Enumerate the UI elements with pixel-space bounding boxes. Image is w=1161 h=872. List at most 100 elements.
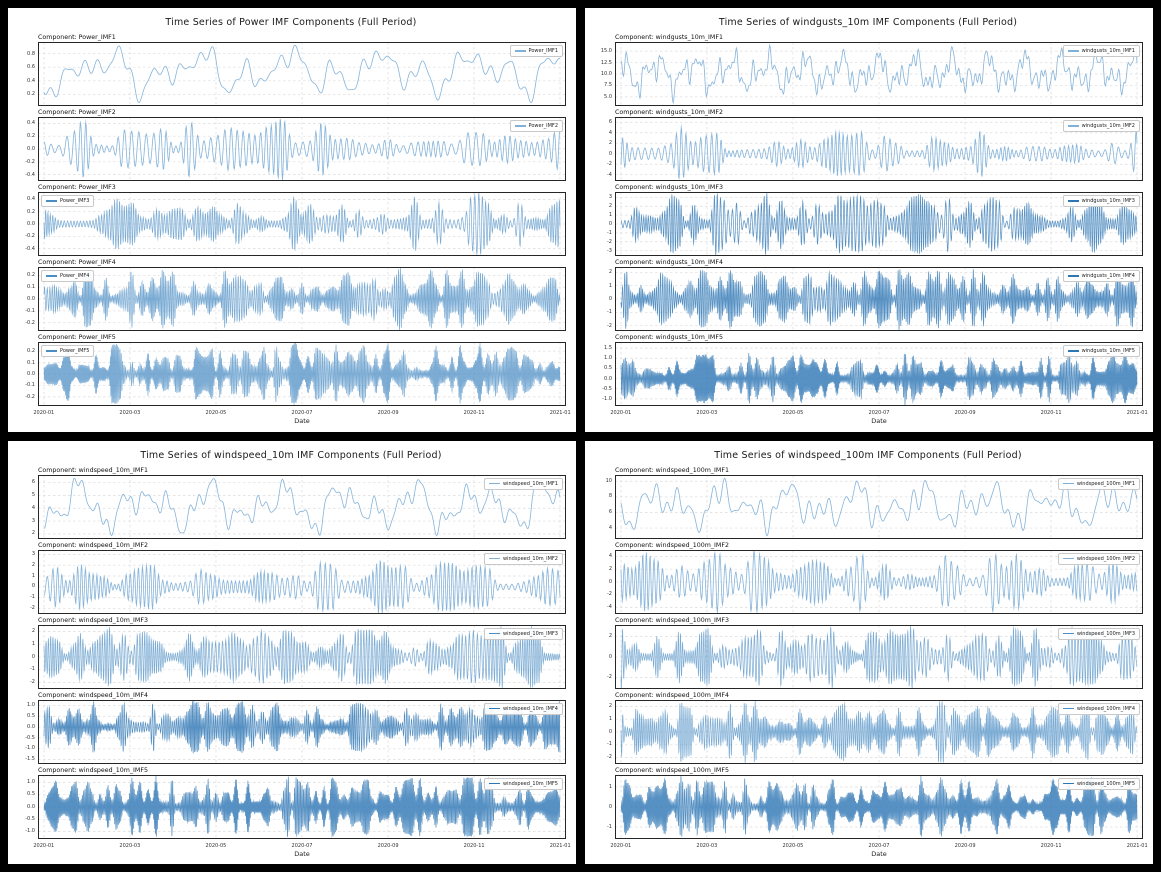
y-tick-label: 0.0 [27,723,35,730]
y-tick-label: 1.5 [604,345,612,352]
y-tick-label: 0.8 [27,50,35,57]
panel-windspeed-10m: Time Series of windspeed_10m IMF Compone… [8,440,576,864]
subplot-windgusts_10m_imf1: Component: windgusts_10m_IMF1 15.0 12.5 10.… [593,33,1143,106]
y-tick-label: -2 [607,238,612,245]
legend-line-sample [1067,350,1079,352]
plot-area: Power_IMF5 [38,342,566,406]
component-label: Component: windspeed_10m_IMF2 [38,541,148,549]
plot-area: windspeed_10m_IMF1 [38,474,566,539]
y-tick-label: 1 [608,212,612,219]
legend: windspeed_10m_IMF3 [483,627,563,640]
y-tick-label: 0.0 [27,803,35,810]
figure-title: Time Series of windspeed_10m IMF Compone… [140,449,442,461]
y-tick-label: 8 [608,493,612,500]
y-axis-tick-labels: 15.0 12.5 10.0 7.5 5.0 [593,42,615,106]
legend: windspeed_10m_IMF4 [483,702,563,715]
component-label: Component: windgusts_10m_IMF2 [615,109,723,116]
subplot-windspeed_100m_imf2: Component: windspeed_100m_IMF2 4 2 0 -2 -4 win… [593,541,1143,614]
x-tick-label: 2021-01 [1126,410,1148,416]
component-label: Component: windgusts_10m_IMF5 [615,334,723,341]
legend-label: windspeed_10m_IMF4 [502,705,558,712]
legend: windspeed_10m_IMF5 [483,777,563,790]
y-tick-label: -2 [30,605,35,612]
x-tick-label: 2020-01 [33,410,55,416]
y-tick-label: 0.5 [27,712,35,719]
legend-label: windgusts_10m_IMF3 [1081,198,1135,204]
x-tick-label: 2020-07 [291,842,313,849]
legend-line-sample [488,482,500,485]
y-tick-label: 0.0 [27,371,35,377]
subplots-windspeed-10m: Component: windspeed_10m_IMF1 6 5 4 3 2 windsp… [16,466,570,859]
y-tick-label: 0.2 [27,208,35,215]
imf-line-canvas [38,549,566,614]
y-axis-tick-labels: 2 1 0 -1 -2 [593,700,615,764]
legend: windspeed_100m_IMF4 [1057,702,1140,715]
imf-line-canvas [615,267,1143,331]
imf-line-canvas [38,267,566,331]
legend-line-sample [1062,707,1074,710]
plot-wrap: 1.5 1.0 0.5 0.0 -0.5 -1.0 windgusts_10m_IMF5 [593,342,1143,406]
plot-area: windgusts_10m_IMF3 [615,192,1143,256]
component-label: Component: windspeed_10m_IMF1 [38,466,148,474]
x-tick-label: 2020-03 [119,842,141,849]
y-tick-label: 2 [608,140,612,147]
x-tick-label: 2020-03 [696,410,718,416]
x-tick-label: 2020-11 [463,410,485,416]
y-tick-label: 3 [31,517,35,524]
x-tick-label: 2020-01 [33,842,55,849]
legend: Power_IMF5 [41,345,95,357]
y-tick-label: 2 [31,627,35,634]
y-tick-label: 0.2 [27,91,35,98]
y-tick-label: 2 [608,203,612,210]
y-tick-label: -0.5 [602,385,612,392]
figure-title: Time Series of windspeed_100m IMF Compon… [714,449,1022,461]
y-tick-label: -0.5 [25,815,35,822]
y-tick-label: -0.2 [25,393,35,400]
x-tick-label: 2020-01 [610,842,632,849]
y-axis-tick-labels: 2 1 0 -1 -2 [593,267,615,331]
subplot-windspeed_100m_imf5: Component: windspeed_100m_IMF5 1 0 -1 windsp… [593,766,1143,839]
imf-line-canvas [38,117,566,181]
legend-line-sample [1062,782,1074,785]
y-tick-label: -1 [607,229,612,236]
y-tick-label: -2 [607,161,612,168]
subplot-windspeed_100m_imf4: Component: windspeed_100m_IMF4 2 1 0 -1 -2 win… [593,691,1143,764]
x-tick-label: 2020-05 [205,410,227,416]
subplots-power: Component: Power_IMF1 0.8 0.6 0.4 0.2 Power_I… [16,33,570,426]
plot-wrap: 2 1 0 -1 -2 windspeed_10m_IMF3 [16,624,566,689]
plot-wrap: 6 5 4 3 2 windspeed_10m_IMF1 [16,474,566,539]
y-tick-label: 2 [31,530,35,537]
legend-label: windgusts_10m_IMF5 [1081,348,1135,354]
plot-area: windspeed_100m_IMF3 [615,624,1143,689]
y-tick-label: 0 [31,653,35,660]
imf-line-canvas [615,117,1143,181]
y-tick-label: 6 [31,479,35,486]
legend-line-sample [1067,275,1079,277]
y-tick-label: 0.1 [27,284,35,291]
panel-windgusts-10m: Time Series of windgusts_10m IMF Compone… [585,8,1153,432]
plot-area: Power_IMF1 [38,42,566,106]
plot-wrap: 0.8 0.6 0.4 0.2 Power_IMF1 [16,42,566,106]
y-tick-label: 2 [608,632,612,639]
plot-wrap: 1.0 0.5 0.0 -0.5 -1.0 windspeed_10m_IMF5 [16,774,566,839]
legend-label: Power_IMF1 [528,48,558,54]
y-tick-label: 6 [608,119,612,126]
legend-line-sample [514,50,526,52]
y-tick-label: 0 [608,221,612,227]
y-tick-label: 0.0 [604,375,612,382]
y-tick-label: 3 [608,194,612,201]
plot-area: windgusts_10m_IMF2 [615,117,1143,181]
component-label: Component: windspeed_100m_IMF2 [615,541,729,549]
y-tick-label: 0 [608,653,612,660]
plot-wrap: 3 2 1 0 -1 -2 windspeed_10m_IMF2 [16,549,566,614]
y-tick-label: -4 [607,604,612,611]
legend-label: windgusts_10m_IMF4 [1081,273,1135,279]
y-tick-label: -1 [30,666,35,673]
component-label: Component: Power_IMF5 [38,334,116,341]
x-tick-label: 2020-09 [954,842,976,849]
imf-line-canvas [38,774,566,839]
component-label: Component: Power_IMF2 [38,109,116,116]
legend: Power_IMF4 [41,270,95,282]
legend-line-sample [1067,50,1079,52]
x-axis-label: Date [871,417,887,425]
